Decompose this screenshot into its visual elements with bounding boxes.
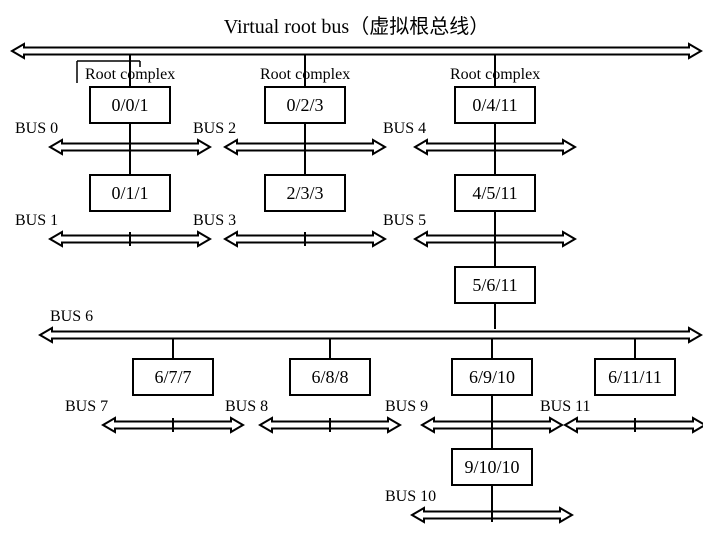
node-9-10-10: 9/10/10 [452,449,532,485]
node-0-1-1: 0/1/1 [90,175,170,211]
bus-arrow-BUS6 [40,328,701,342]
node-0-0-1: 0/0/1 [90,87,170,123]
root-complex-label-1: Root complex [260,66,350,83]
bus-label-BUS8: BUS 8 [225,398,268,415]
bus-label-BUS6: BUS 6 [50,308,93,325]
node-5-6-11: 5/6/11 [455,267,535,303]
svg-text:5/6/11: 5/6/11 [472,275,517,295]
svg-text:0/0/1: 0/0/1 [111,95,148,115]
node-4-5-11: 4/5/11 [455,175,535,211]
node-6-9-10: 6/9/10 [452,359,532,395]
svg-text:6/7/7: 6/7/7 [154,367,191,387]
bus-tree-diagram: Root complex 0/0/1 BUS 0 0/1/1 BUS 1 Root com… [10,41,703,551]
bus-label-BUS5: BUS 5 [383,212,426,229]
root-complex-label-2: Root complex [450,66,540,83]
bus-label-BUS7: BUS 7 [65,398,108,415]
bus-label-BUS0: BUS 0 [15,120,58,137]
svg-text:0/4/11: 0/4/11 [472,95,517,115]
svg-text:4/5/11: 4/5/11 [472,183,517,203]
bus-label-BUS9: BUS 9 [385,398,428,415]
svg-text:9/10/10: 9/10/10 [464,457,519,477]
bus-label-BUS3: BUS 3 [193,212,236,229]
svg-text:6/11/11: 6/11/11 [608,367,662,387]
svg-text:6/9/10: 6/9/10 [469,367,515,387]
bus-label-BUS4: BUS 4 [383,120,426,137]
page-title: Virtual root bus（虚拟根总线） [10,10,703,39]
svg-text:0/2/3: 0/2/3 [286,95,323,115]
node-6-7-7: 6/7/7 [133,359,213,395]
node-2-3-3: 2/3/3 [265,175,345,211]
node-6-11-11: 6/11/11 [595,359,675,395]
bus-label-BUS1: BUS 1 [15,212,58,229]
bus-label-BUS11: BUS 11 [540,398,591,415]
node-6-8-8: 6/8/8 [290,359,370,395]
node-0-2-3: 0/2/3 [265,87,345,123]
svg-text:2/3/3: 2/3/3 [286,183,323,203]
svg-text:6/8/8: 6/8/8 [311,367,348,387]
bus-label-BUS10: BUS 10 [385,488,436,505]
node-0-4-11: 0/4/11 [455,87,535,123]
bus-label-BUS2: BUS 2 [193,120,236,137]
root-complex-label-0: Root complex [85,66,175,83]
virtual-root-bus-arrow [12,44,701,58]
svg-text:0/1/1: 0/1/1 [111,183,148,203]
